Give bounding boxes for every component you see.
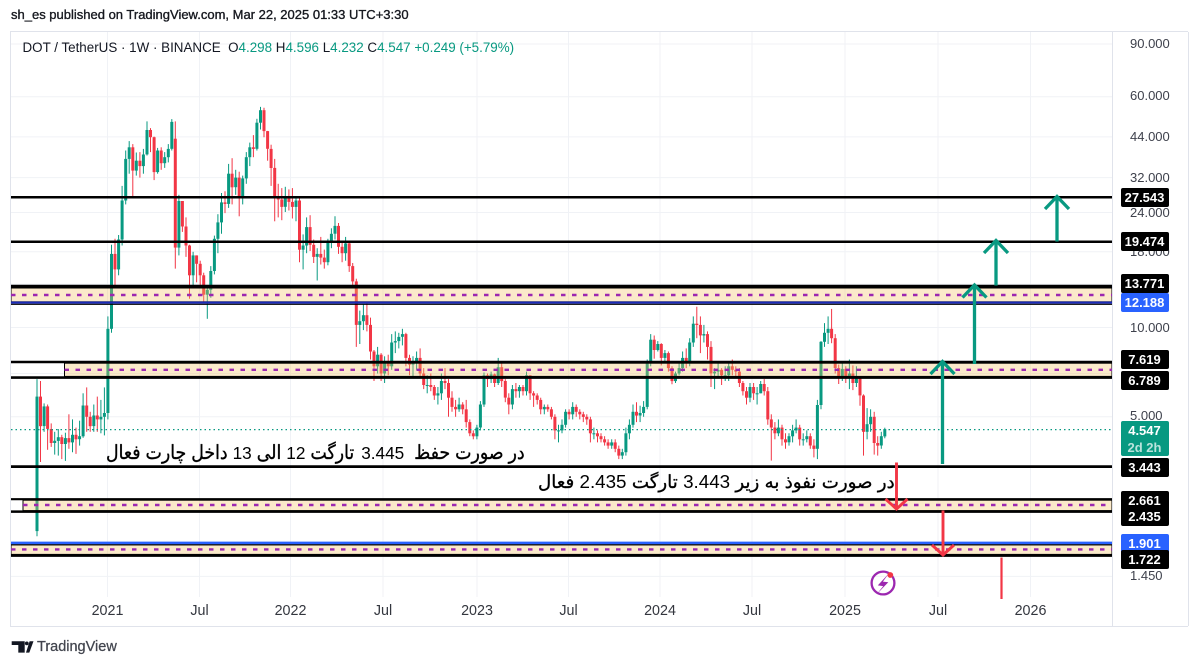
svg-text:3.445: 3.445 [361, 443, 404, 463]
svg-text:3.443: 3.443 [683, 471, 730, 492]
svg-text:2.435: 2.435 [580, 471, 627, 492]
svg-text:13: 13 [233, 443, 252, 463]
svg-text:12: 12 [287, 443, 306, 463]
